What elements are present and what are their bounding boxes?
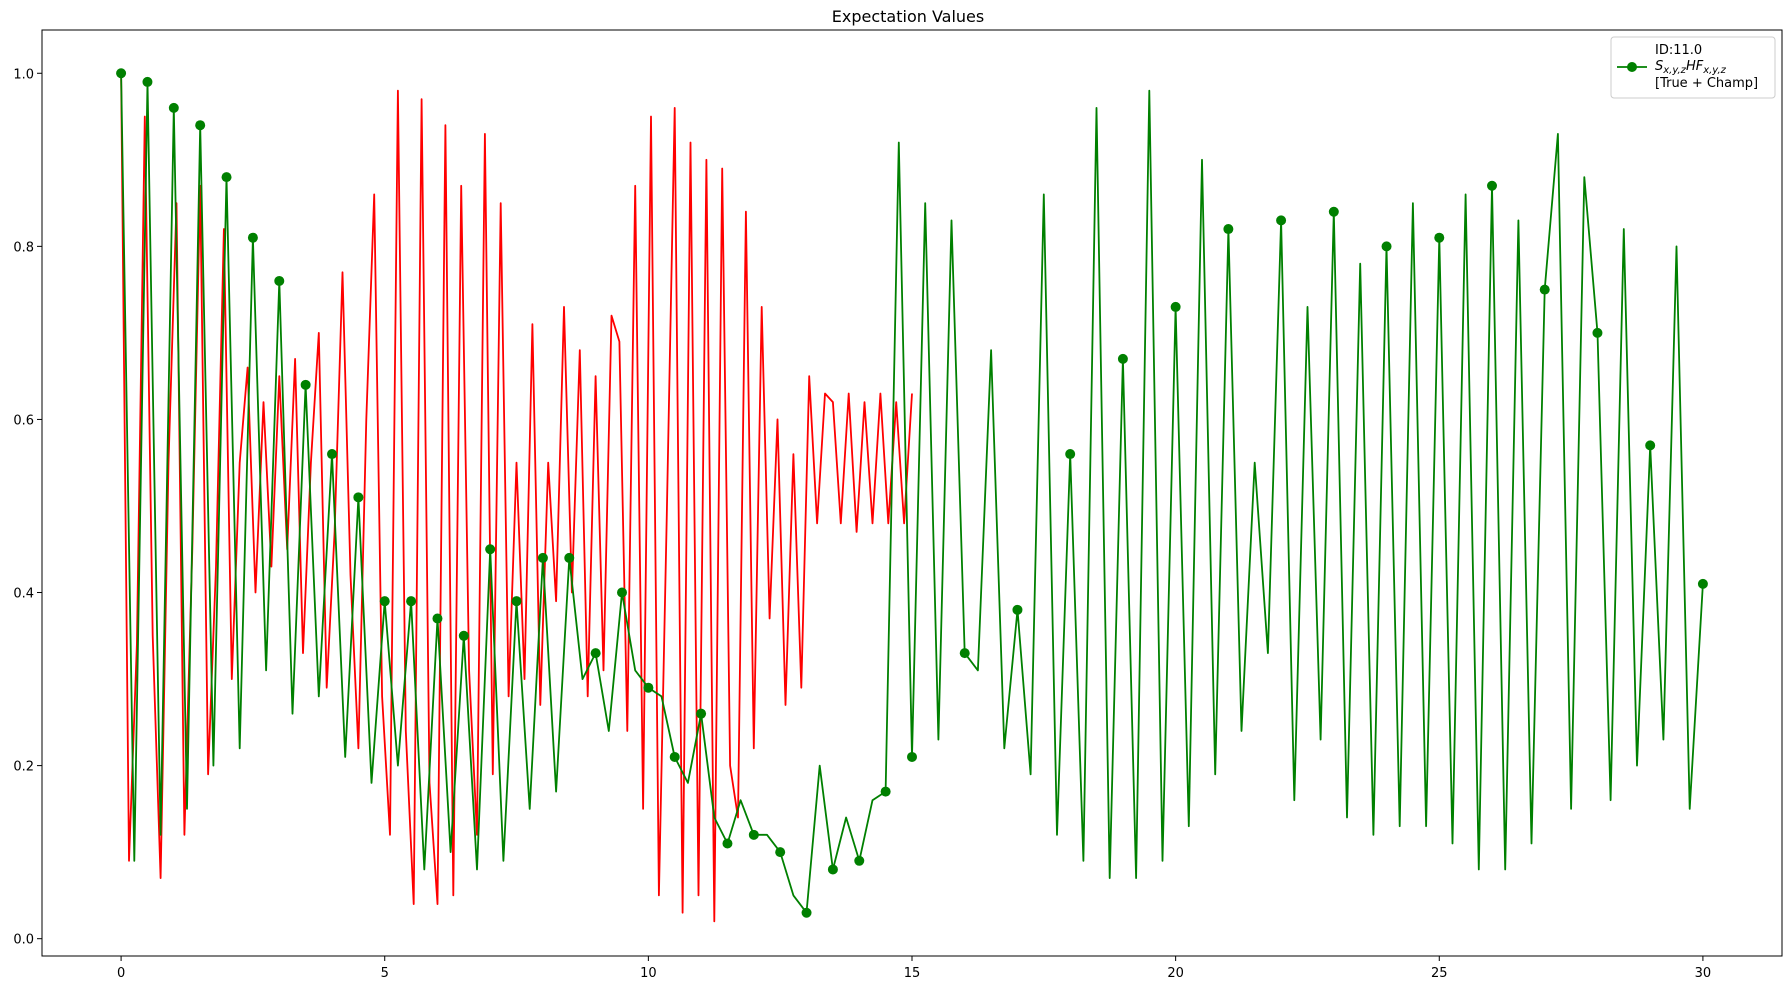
champion-data-point	[617, 587, 627, 598]
champion-data-point	[1592, 327, 1603, 338]
champion-data-point	[116, 68, 127, 79]
legend-model-part: S	[1655, 59, 1663, 74]
x-tick-label: 0	[117, 966, 125, 981]
champion-data-point	[1539, 284, 1550, 295]
legend-type-label: [True + Champ]	[1655, 76, 1758, 91]
y-tick-label: 0.0	[13, 933, 34, 948]
legend-id-label: ID:11.0	[1655, 43, 1702, 58]
champion-data-point	[959, 648, 970, 659]
champion-data-point	[1276, 215, 1287, 226]
champion-data-point	[564, 552, 575, 563]
y-axis: 0.0 0.2 0.4 0.6 0.8 1.0	[13, 67, 42, 948]
champion-data-point	[1328, 206, 1339, 217]
x-tick-label: 25	[1431, 966, 1448, 981]
champion-data-point	[722, 838, 733, 849]
champion-data-point	[643, 682, 654, 693]
champion-data-point	[748, 829, 759, 840]
champion-data-point	[907, 751, 917, 762]
y-tick-label: 0.4	[13, 587, 34, 602]
x-tick-label: 30	[1695, 966, 1712, 981]
true-series-line	[120, 73, 913, 923]
y-tick-label: 0.2	[13, 760, 34, 775]
x-tick-label: 5	[381, 966, 389, 981]
champion-data-point	[669, 751, 680, 762]
plot-area	[116, 68, 1708, 923]
legend-box	[1610, 36, 1776, 99]
legend: ID:11.0Sx,y,zHFx,y,z[True + Champ]	[1610, 36, 1776, 99]
champion-data-point	[327, 449, 337, 460]
champion-data-point	[854, 855, 865, 866]
champion-data-point	[1012, 604, 1023, 615]
champion-data-point	[195, 120, 206, 131]
y-tick-label: 1.0	[13, 67, 34, 82]
champion-data-point	[458, 630, 469, 641]
champion-data-point	[1065, 449, 1076, 460]
champion-data-point	[696, 708, 707, 719]
champion-data-point	[775, 847, 786, 858]
legend-model-part: HF	[1686, 59, 1704, 74]
champion-data-point	[221, 172, 232, 183]
x-tick-label: 10	[640, 966, 657, 981]
champion-data-point	[880, 786, 891, 797]
champion-data-point	[590, 648, 601, 659]
legend-model-part: x,y,z	[1702, 65, 1726, 76]
y-tick-label: 0.6	[13, 413, 34, 428]
champion-data-point	[485, 544, 496, 555]
champion-data-point	[142, 76, 153, 87]
champion-data-point	[801, 907, 812, 918]
champion-data-point	[1434, 232, 1445, 243]
legend-marker-swatch	[1627, 62, 1637, 72]
champion-data-point	[537, 552, 548, 563]
champion-data-point	[432, 613, 443, 624]
champion-data-point	[168, 102, 179, 113]
x-axis: 0 5 10 15 20 25 30	[117, 956, 1711, 981]
x-tick-label: 15	[904, 966, 921, 981]
legend-model-label: Sx,y,zHFx,y,z	[1655, 59, 1727, 76]
champion-data-point	[379, 596, 390, 607]
champion-data-point	[1487, 180, 1497, 191]
champion-data-point	[1117, 353, 1128, 364]
champion-data-point	[406, 596, 417, 607]
champion-data-point	[1381, 241, 1392, 252]
champion-data-point	[1170, 301, 1181, 312]
plot-frame	[41, 29, 1783, 957]
y-tick-label: 0.8	[13, 240, 34, 255]
champion-data-point	[1223, 224, 1234, 235]
chart-title: Expectation Values	[832, 7, 984, 26]
champion-data-point	[1697, 578, 1708, 589]
champion-data-point	[511, 596, 522, 607]
champion-data-point	[274, 275, 285, 286]
champion-data-point	[1645, 440, 1656, 451]
legend-model-part: x,y,z	[1662, 65, 1686, 76]
champion-data-point	[353, 492, 364, 503]
champion-data-point	[247, 232, 258, 243]
x-tick-label: 20	[1167, 966, 1184, 981]
champion-data-point	[827, 864, 838, 875]
champion-data-point	[300, 379, 311, 390]
